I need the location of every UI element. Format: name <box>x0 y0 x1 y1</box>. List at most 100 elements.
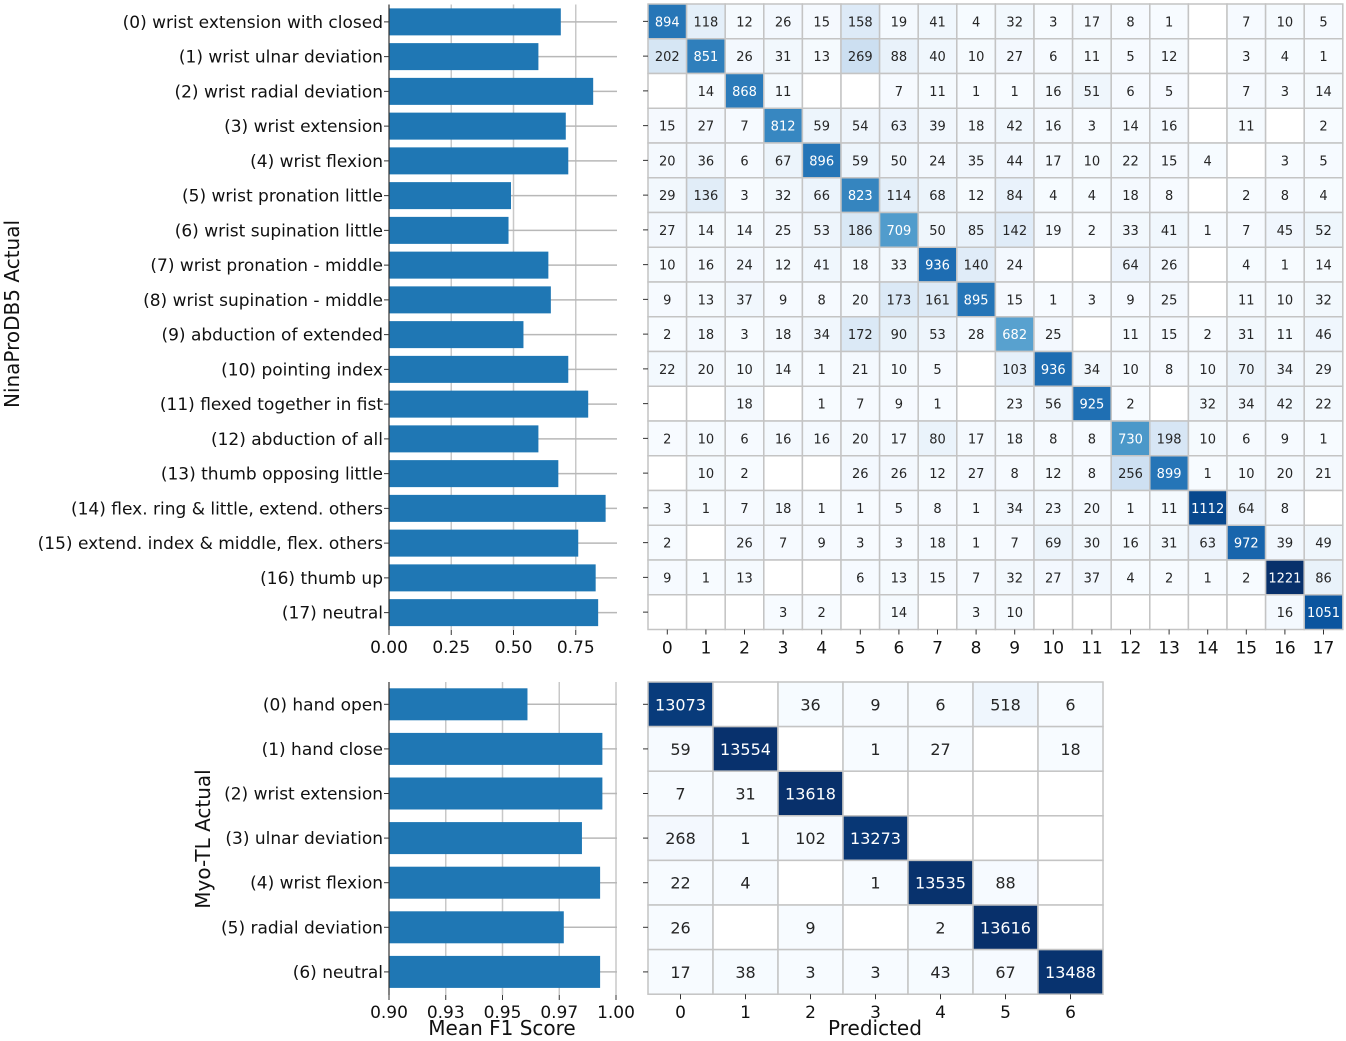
x-tick-label: 1.00 <box>597 1003 635 1023</box>
matrix-cell <box>994 559 1035 596</box>
matrix-cell <box>1110 3 1151 40</box>
cell-value: 15 <box>1006 293 1023 308</box>
cell-value: 102 <box>795 829 826 848</box>
cell-value: 18 <box>929 537 946 552</box>
cell-value: 8 <box>933 502 941 517</box>
cell-value: 59 <box>852 154 869 169</box>
y-tick-label: (2) wrist extension <box>224 785 383 805</box>
cell-value: 3 <box>972 606 980 621</box>
cell-value: 21 <box>852 363 869 378</box>
cell-value: 16 <box>1277 606 1294 621</box>
cell-value: 26 <box>775 15 792 30</box>
cell-value: 13616 <box>980 918 1031 937</box>
matrix-cell <box>724 72 765 109</box>
matrix-cell <box>1037 948 1104 995</box>
bar <box>389 355 569 383</box>
cell-value: 16 <box>698 259 715 274</box>
matrix-cell <box>685 594 726 631</box>
cell-value: 16 <box>813 432 830 447</box>
cell-value: 18 <box>968 120 985 135</box>
cell-value: 27 <box>930 740 950 759</box>
cell-value: 27 <box>1045 571 1062 586</box>
y-tick-label: (15) extend. index & middle, flex. other… <box>38 534 383 554</box>
cell-value: 13273 <box>850 829 901 848</box>
matrix-cell <box>1071 489 1112 526</box>
cell-value: 7 <box>1242 85 1250 100</box>
matrix-cell <box>917 72 958 109</box>
y-tick-label: (6) wrist supination little <box>175 221 383 241</box>
cell-value: 31 <box>735 785 755 804</box>
cell-value: 12 <box>1045 467 1062 482</box>
cell-value: 4 <box>1049 189 1057 204</box>
cell-value: 10 <box>659 259 676 274</box>
matrix-cell <box>972 770 1039 817</box>
cell-value: 142 <box>1002 224 1027 239</box>
cell-value: 172 <box>848 328 873 343</box>
x-tick-label: 1 <box>740 1003 751 1023</box>
matrix-cell <box>840 594 881 631</box>
y-tick-label: (9) abduction of extended <box>161 326 383 346</box>
bar <box>389 112 566 140</box>
matrix-cell <box>1264 177 1305 214</box>
matrix-cell <box>1303 316 1344 353</box>
cell-value: 1 <box>870 874 880 893</box>
x-tick-label: 3 <box>778 639 789 659</box>
cell-value: 20 <box>852 432 869 447</box>
cell-value: 6 <box>1242 432 1250 447</box>
matrix-cell <box>1110 420 1151 457</box>
cell-value: 34 <box>1084 363 1101 378</box>
matrix-cell <box>878 246 919 283</box>
matrix-cell <box>763 316 804 353</box>
matrix-cell <box>972 815 1039 862</box>
cell-value: 9 <box>663 571 671 586</box>
bar <box>389 216 509 244</box>
myo-confusion-x-axis-label: Predicted <box>828 1016 922 1040</box>
cell-value: 7 <box>1011 537 1019 552</box>
matrix-cell <box>907 815 974 862</box>
cell-value: 16 <box>1045 85 1062 100</box>
matrix-cell <box>1226 350 1267 387</box>
cell-value: 11 <box>929 85 946 100</box>
bar <box>389 494 606 522</box>
cell-value: 4 <box>972 15 980 30</box>
cell-value: 6 <box>1049 50 1057 65</box>
matrix-cell <box>917 489 958 526</box>
cell-value: 202 <box>655 50 680 65</box>
matrix-cell <box>777 681 844 728</box>
cell-value: 34 <box>1238 398 1255 413</box>
matrix-cell <box>1033 281 1074 318</box>
cell-value: 8 <box>1165 363 1173 378</box>
cell-value: 43 <box>930 963 950 982</box>
cell-value: 10 <box>891 363 908 378</box>
cell-value: 14 <box>891 606 908 621</box>
matrix-cell <box>647 455 688 492</box>
cell-value: 8 <box>1088 467 1096 482</box>
cell-value: 20 <box>1277 467 1294 482</box>
cell-value: 10 <box>1122 363 1139 378</box>
cell-value: 26 <box>1161 259 1178 274</box>
bar <box>389 955 601 988</box>
matrix-cell <box>1226 3 1267 40</box>
cell-value: 14 <box>736 224 753 239</box>
matrix-cell <box>1071 38 1112 75</box>
matrix-cell <box>1033 594 1074 631</box>
cell-value: 8 <box>1049 432 1057 447</box>
cell-value: 3 <box>805 963 815 982</box>
cell-value: 10 <box>1277 15 1294 30</box>
cell-value: 6 <box>740 154 748 169</box>
y-tick-label: (0) wrist extension with closed <box>123 13 383 33</box>
cell-value: 39 <box>929 120 946 135</box>
cell-value: 32 <box>1315 293 1332 308</box>
matrix-cell <box>956 385 997 422</box>
cell-value: 1 <box>1126 502 1134 517</box>
cell-value: 6 <box>1126 85 1134 100</box>
cell-value: 46 <box>1315 328 1332 343</box>
bar <box>389 147 569 175</box>
cell-value: 6 <box>1065 695 1075 714</box>
cell-value: 68 <box>929 189 946 204</box>
cell-value: 1 <box>972 537 980 552</box>
cell-value: 8 <box>1011 467 1019 482</box>
matrix-cell <box>801 72 842 109</box>
cell-value: 2 <box>1165 571 1173 586</box>
